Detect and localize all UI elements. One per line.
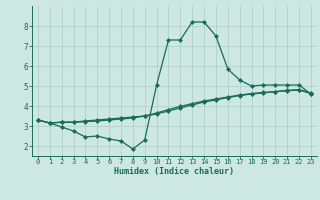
X-axis label: Humidex (Indice chaleur): Humidex (Indice chaleur) <box>115 167 234 176</box>
